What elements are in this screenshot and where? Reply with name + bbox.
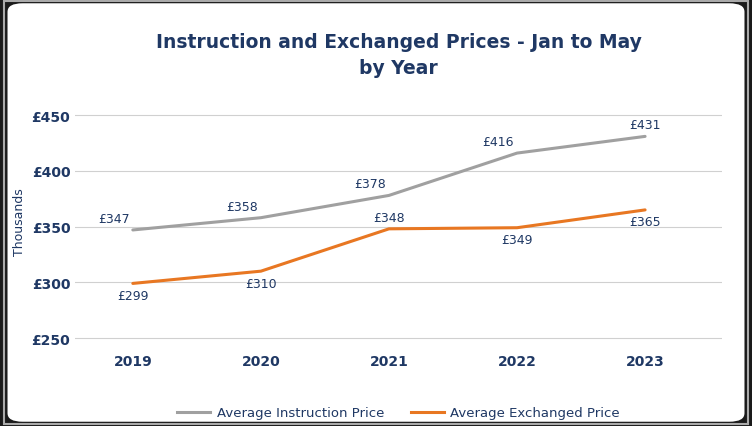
Text: £358: £358: [226, 200, 257, 213]
Text: £349: £349: [502, 234, 532, 247]
Y-axis label: Thousands: Thousands: [13, 188, 26, 255]
Text: £378: £378: [354, 178, 386, 191]
Title: Instruction and Exchanged Prices - Jan to May
by Year: Instruction and Exchanged Prices - Jan t…: [156, 33, 641, 78]
Text: £347: £347: [98, 213, 129, 225]
Text: £431: £431: [629, 119, 661, 132]
Text: £310: £310: [245, 277, 277, 290]
Text: £348: £348: [373, 211, 405, 225]
Legend: Average Instruction Price, Average Exchanged Price: Average Instruction Price, Average Excha…: [172, 401, 625, 425]
Text: £416: £416: [482, 136, 514, 149]
Text: £299: £299: [117, 289, 149, 302]
Text: £365: £365: [629, 216, 661, 229]
